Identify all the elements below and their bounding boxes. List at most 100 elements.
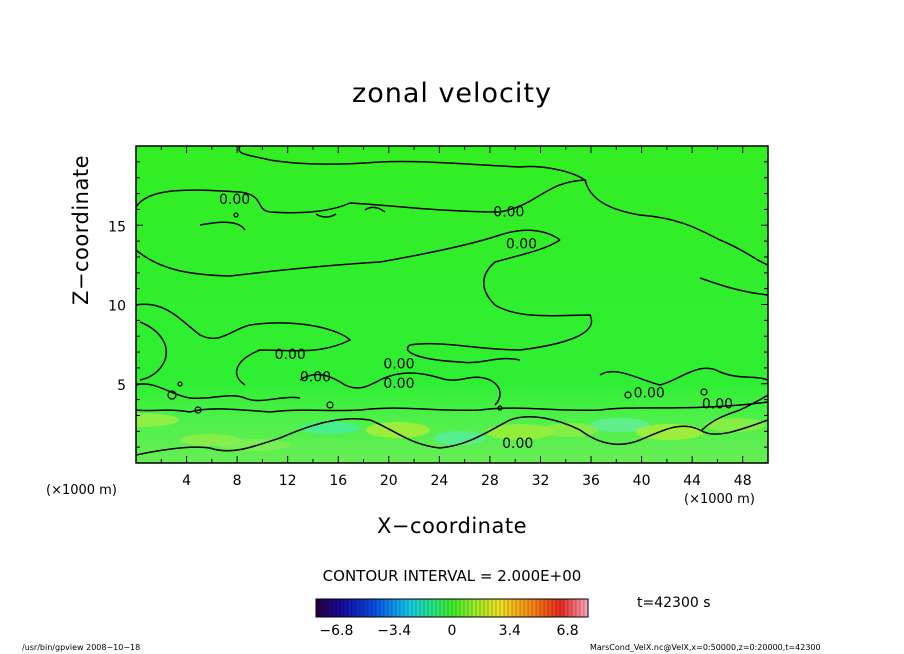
colorbar-cell-39 — [472, 599, 477, 617]
colorbar-tick-label-0: −6.8 — [319, 623, 353, 639]
colorbar-cell-43 — [488, 599, 493, 617]
contour-label-6: 0.00 — [383, 376, 414, 392]
field-band-10 — [705, 418, 765, 432]
colorbar-cell-2 — [324, 599, 329, 617]
time-label: t=42300 s — [637, 595, 711, 611]
x-unit-left: (×1000 m) — [46, 483, 117, 498]
colorbar-cell-25 — [416, 599, 421, 617]
colorbar-frame — [315, 598, 589, 618]
x-tick-label-28: 28 — [481, 473, 499, 489]
colorbar-cell-19 — [392, 599, 397, 617]
colorbar-cell-5 — [336, 599, 341, 617]
colorbar-cell-16 — [380, 599, 385, 617]
y-axis-label: Z−coordinate — [69, 155, 93, 305]
colorbar-cell-32 — [444, 599, 449, 617]
colorbar-cell-34 — [452, 599, 457, 617]
colorbar-cell-27 — [424, 599, 429, 617]
x-axis-label: X−coordinate — [377, 514, 527, 538]
zero-contour-line-11 — [699, 277, 768, 296]
colorbar-cell-0 — [316, 599, 321, 617]
colorbar-cell-31 — [440, 599, 445, 617]
colorbar-cell-53 — [528, 599, 533, 617]
y-tick-label-5: 5 — [117, 378, 126, 394]
contour-ring-3 — [326, 401, 334, 409]
contour-interval-label: CONTOUR INTERVAL = 2.000E+00 — [322, 567, 582, 585]
colorbar-cell-36 — [460, 599, 465, 617]
colorbar-cell-21 — [400, 599, 405, 617]
zero-contour-line-5 — [299, 372, 501, 406]
zero-contour-line-13 — [364, 206, 386, 213]
x-tick-label-32: 32 — [532, 473, 550, 489]
x-tick-label-8: 8 — [233, 473, 242, 489]
contour-ring-4 — [497, 405, 503, 411]
colorbar-cell-14 — [372, 599, 377, 617]
colorbar-cell-63 — [568, 599, 573, 617]
x-tick-label-40: 40 — [633, 473, 651, 489]
colorbar-cell-44 — [492, 599, 497, 617]
field-band-6 — [486, 424, 554, 440]
x-unit-right: (×1000 m) — [684, 492, 755, 507]
x-tick-label-48: 48 — [734, 473, 752, 489]
colorbar-cell-35 — [456, 599, 461, 617]
x-tick-label-24: 24 — [430, 473, 448, 489]
colorbar-cell-22 — [404, 599, 409, 617]
contour-label-9: 0.00 — [502, 436, 533, 452]
colorbar-tick-label-3: 3.4 — [499, 623, 521, 639]
contour-label-0: 0.00 — [219, 192, 250, 208]
contour-ring-7 — [177, 381, 183, 387]
x-tick-label-20: 20 — [380, 473, 398, 489]
colorbar-cell-58 — [548, 599, 553, 617]
colorbar-tick-label-2: 0 — [448, 623, 457, 639]
colorbar-cell-59 — [552, 599, 557, 617]
zero-contour-line-2 — [406, 239, 593, 364]
y-tick-label-15: 15 — [108, 219, 126, 235]
contour-ring-0 — [233, 212, 239, 218]
colorbar-cell-65 — [576, 599, 581, 617]
colorbar-cell-24 — [412, 599, 417, 617]
colorbar-cell-28 — [428, 599, 433, 617]
colorbar-cell-3 — [328, 599, 333, 617]
field-band-0 — [136, 413, 179, 427]
colorbar-cell-11 — [360, 599, 365, 617]
colorbar-cell-37 — [464, 599, 469, 617]
zero-contour-line-10 — [584, 179, 768, 266]
colorbar-cell-40 — [476, 599, 481, 617]
colorbar-cell-49 — [512, 599, 517, 617]
contour-ring-5 — [624, 391, 632, 399]
colorbar-cell-55 — [536, 599, 541, 617]
contour-ring-2 — [194, 406, 202, 414]
colorbar-tick-label-4: 6.8 — [556, 623, 578, 639]
colorbar-cell-50 — [516, 599, 521, 617]
colorbar-cell-7 — [344, 599, 349, 617]
x-tick-label-44: 44 — [683, 473, 701, 489]
colorbar-cell-29 — [432, 599, 437, 617]
colorbar-cell-57 — [544, 599, 549, 617]
colorbar-cell-64 — [572, 599, 577, 617]
x-tick-label-12: 12 — [279, 473, 297, 489]
field-band-8 — [590, 418, 650, 432]
contour-label-1: 0.00 — [493, 205, 524, 221]
colorbar-cell-48 — [508, 599, 513, 617]
colorbar-cell-6 — [340, 599, 345, 617]
zero-contour-line-12 — [199, 221, 246, 231]
zero-contour-line-3 — [136, 303, 352, 386]
colorbar-cell-30 — [436, 599, 441, 617]
colorbar-cell-23 — [408, 599, 413, 617]
colorbar-cell-15 — [376, 599, 381, 617]
colorbar-cell-56 — [540, 599, 545, 617]
colorbar-cell-41 — [480, 599, 485, 617]
colorbar-cell-13 — [368, 599, 373, 617]
colorbar-cell-52 — [524, 599, 529, 617]
colorbar-cell-54 — [532, 599, 537, 617]
contour-ring-6 — [700, 388, 708, 396]
field-band-9 — [636, 424, 704, 440]
footer-left: /usr/bin/gpview 2008−10−18 — [22, 643, 141, 652]
contour-label-7: 0.00 — [634, 385, 665, 401]
colorbar-cell-10 — [356, 599, 361, 617]
colorbar-cell-66 — [580, 599, 585, 617]
zero-contour-line-4 — [136, 383, 301, 402]
x-tick-label-36: 36 — [582, 473, 600, 489]
contour-ring-1 — [167, 390, 177, 400]
x-tick-label-4: 4 — [182, 473, 191, 489]
